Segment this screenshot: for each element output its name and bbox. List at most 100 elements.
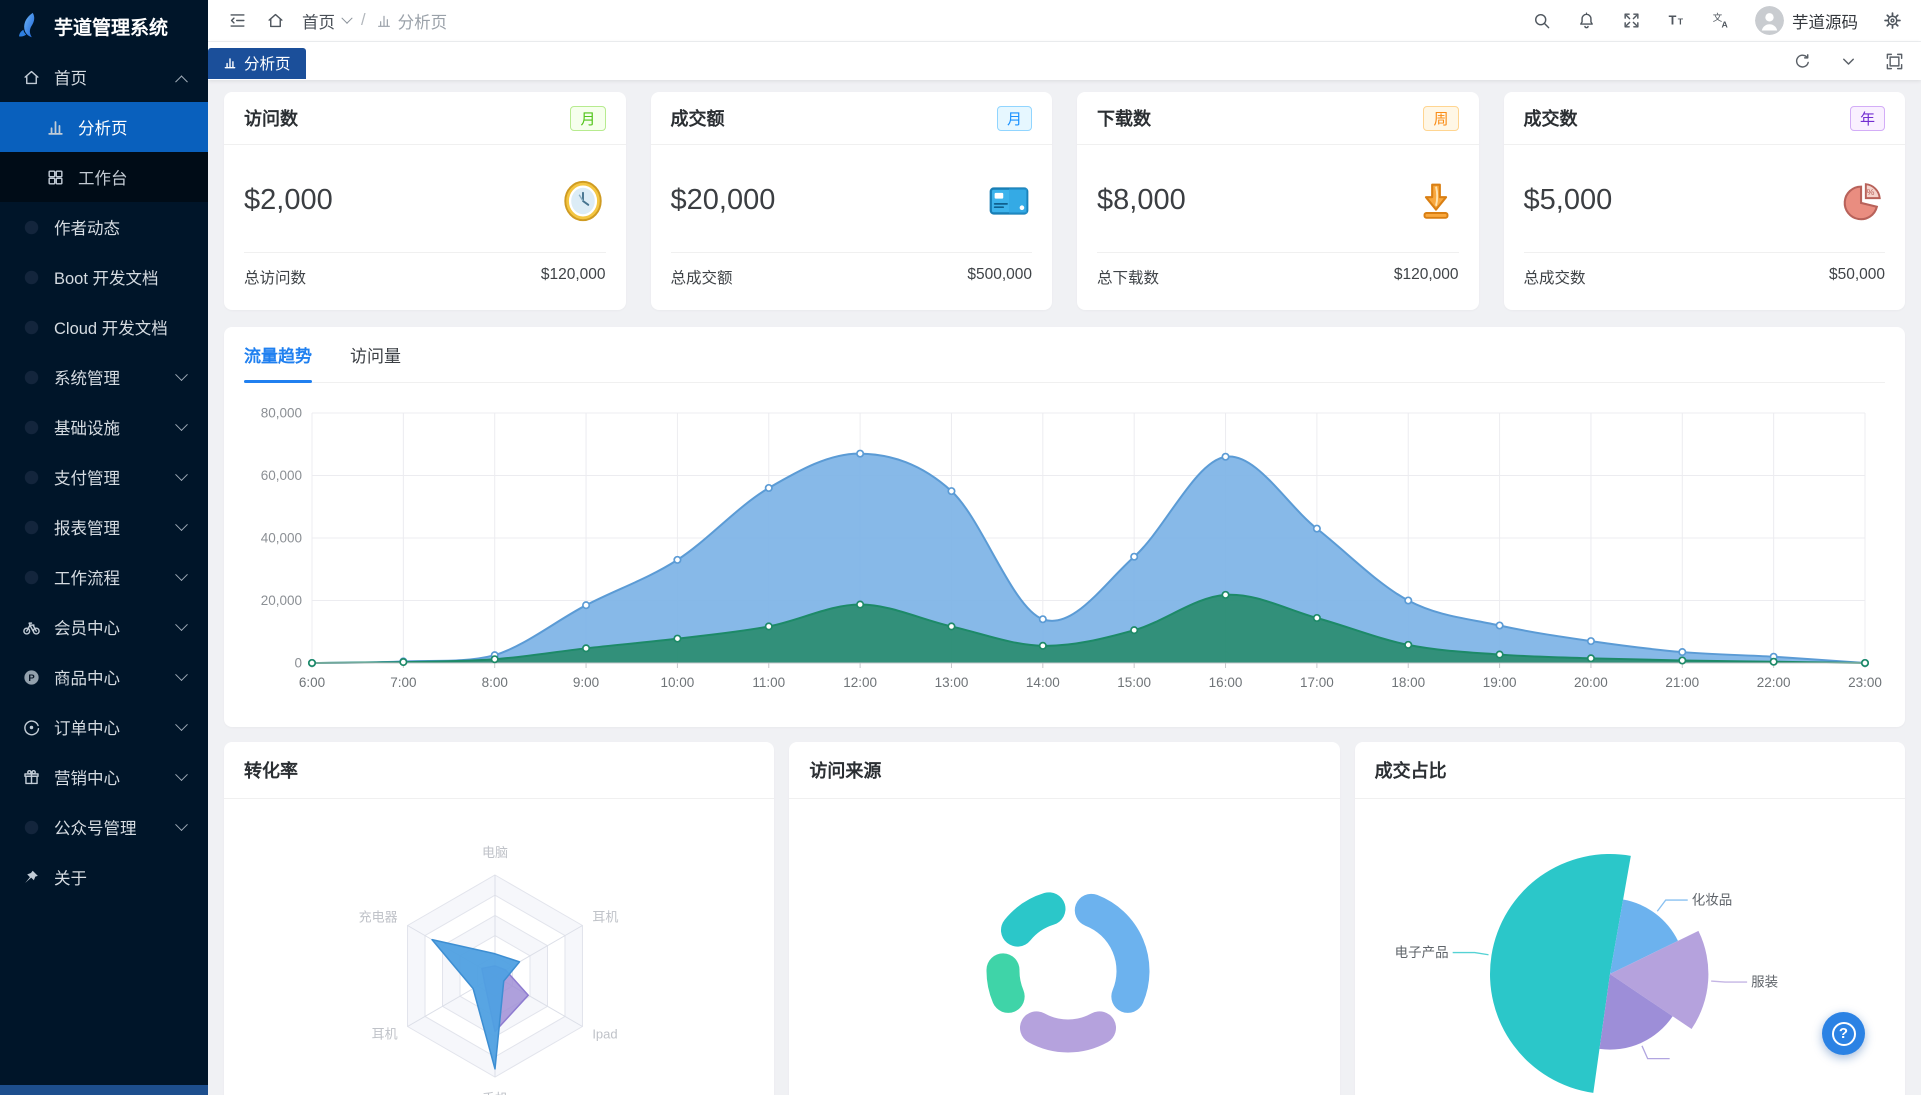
card-title: 转化率 bbox=[224, 742, 775, 799]
tabbar: 分析页 bbox=[208, 42, 1921, 80]
help-button[interactable]: ? bbox=[1822, 1012, 1865, 1055]
stat-title: 成交数 bbox=[1523, 109, 1578, 129]
svg-text:A: A bbox=[1721, 20, 1728, 30]
area-chart: 0 20,000 40,000 60,000 80,000 6:00 7:00 8:00 9:0… bbox=[261, 406, 1882, 691]
stat-card-downloads: 下载数 周 $8,000 总下载数 $120,000 bbox=[1077, 92, 1479, 310]
bar-chart-icon bbox=[44, 116, 66, 138]
user-menu[interactable]: 芋道源码 bbox=[1755, 6, 1858, 35]
svg-text:T: T bbox=[1668, 13, 1676, 27]
stat-title: 成交额 bbox=[670, 109, 725, 129]
sidebar-item-label: 营销中心 bbox=[54, 770, 120, 788]
sidebar-item-1[interactable]: 分析页 bbox=[0, 102, 208, 152]
sidebar-item-label: Boot 开发文档 bbox=[54, 270, 159, 288]
avatar bbox=[1755, 6, 1784, 35]
svg-text:电脑: 电脑 bbox=[482, 845, 508, 860]
deal-share-card: 成交占比 电子产品 化妆品 服装 bbox=[1354, 742, 1905, 1095]
sidebar-item-15[interactable]: 公众号管理 bbox=[0, 802, 208, 852]
svg-text:文: 文 bbox=[1712, 12, 1722, 24]
chevron-down-icon bbox=[175, 617, 188, 631]
svg-text:充电器: 充电器 bbox=[359, 910, 398, 925]
sidebar-item-label: 关于 bbox=[54, 870, 87, 888]
sidebar-item-0[interactable]: 首页 bbox=[0, 52, 208, 102]
stat-footer-label: 总访问数 bbox=[244, 270, 307, 287]
stat-title: 下载数 bbox=[1097, 109, 1151, 129]
chevron-down-icon bbox=[175, 467, 188, 481]
card-title: 访问来源 bbox=[789, 742, 1340, 799]
search-icon[interactable] bbox=[1530, 10, 1552, 32]
sidebar-item-label: 支付管理 bbox=[54, 470, 120, 488]
period-badge: 年 bbox=[1849, 105, 1885, 131]
period-badge: 月 bbox=[570, 105, 606, 131]
sidebar-item-8[interactable]: 支付管理 bbox=[0, 452, 208, 502]
dot-icon bbox=[20, 416, 42, 438]
breadcrumb: 首页 / 分析页 bbox=[302, 9, 447, 33]
chevron-down-icon bbox=[175, 517, 188, 531]
fullscreen-icon[interactable] bbox=[1620, 10, 1642, 32]
notification-bell-icon[interactable] bbox=[1575, 10, 1597, 32]
stat-card-visits: 访问数 月 $2,000 总访问数 $120,000 bbox=[224, 92, 626, 310]
stat-value: $8,000 bbox=[1097, 184, 1186, 216]
sidebar-item-16[interactable]: 关于 bbox=[0, 852, 208, 902]
settings-gear-icon[interactable] bbox=[1881, 10, 1903, 32]
logo[interactable]: 芋道管理系统 bbox=[0, 0, 208, 52]
chevron-down-icon[interactable] bbox=[1837, 50, 1859, 72]
sidebar-item-14[interactable]: 营销中心 bbox=[0, 752, 208, 802]
chevron-down-icon bbox=[175, 817, 188, 831]
sidebar-collapse-trigger[interactable] bbox=[0, 1085, 208, 1095]
menu-fold-icon[interactable] bbox=[226, 10, 248, 32]
home-icon[interactable] bbox=[264, 10, 286, 32]
tab-visit-volume[interactable]: 访问量 bbox=[350, 347, 401, 366]
sidebar-item-5[interactable]: Cloud 开发文档 bbox=[0, 302, 208, 352]
svg-text:耳机: 耳机 bbox=[592, 910, 618, 925]
visit-source-card: 访问来源 bbox=[789, 742, 1340, 1095]
chevron-down-icon bbox=[175, 567, 188, 581]
bar-chart-icon bbox=[223, 56, 237, 70]
sidebar-item-7[interactable]: 基础设施 bbox=[0, 402, 208, 452]
sidebar-item-10[interactable]: 工作流程 bbox=[0, 552, 208, 602]
svg-text:20:00: 20:00 bbox=[1574, 675, 1608, 690]
svg-text:化妆品: 化妆品 bbox=[1691, 893, 1732, 908]
breadcrumb-root[interactable]: 首页 bbox=[302, 13, 335, 32]
sidebar-item-2[interactable]: 工作台 bbox=[0, 152, 208, 202]
svg-text:21:00: 21:00 bbox=[1665, 675, 1699, 690]
dot-icon bbox=[20, 516, 42, 538]
refresh-icon[interactable] bbox=[1791, 50, 1813, 72]
svg-text:19:00: 19:00 bbox=[1483, 675, 1517, 690]
svg-text:7:00: 7:00 bbox=[390, 675, 416, 690]
sidebar-item-12[interactable]: P 商品中心 bbox=[0, 652, 208, 702]
sidebar-item-11[interactable]: 会员中心 bbox=[0, 602, 208, 652]
pin-icon bbox=[20, 866, 42, 888]
dot-icon bbox=[20, 816, 42, 838]
sidebar-item-label: Cloud 开发文档 bbox=[54, 320, 168, 338]
tab-traffic-trend[interactable]: 流量趋势 bbox=[244, 327, 312, 383]
svg-text:15:00: 15:00 bbox=[1117, 675, 1151, 690]
sidebar-item-4[interactable]: Boot 开发文档 bbox=[0, 252, 208, 302]
trend-card: 流量趋势 访问量 0 20,000 40,000 60,000 80,000 6:00 7:… bbox=[224, 327, 1905, 727]
sidebar-item-6[interactable]: 系统管理 bbox=[0, 352, 208, 402]
card-title: 成交占比 bbox=[1354, 742, 1905, 799]
tab-analysis[interactable]: 分析页 bbox=[208, 47, 306, 79]
username: 芋道源码 bbox=[1792, 13, 1858, 32]
dot-icon bbox=[20, 316, 42, 338]
sidebar-item-13[interactable]: 订单中心 bbox=[0, 702, 208, 752]
chevron-up-icon bbox=[175, 74, 188, 88]
sidebar-item-label: 分析页 bbox=[78, 120, 128, 138]
maximize-icon[interactable] bbox=[1883, 50, 1905, 72]
svg-text:8:00: 8:00 bbox=[482, 675, 508, 690]
sidebar-item-3[interactable]: 作者动态 bbox=[0, 202, 208, 252]
svg-text:13:00: 13:00 bbox=[935, 675, 969, 690]
stat-footer-value: $50,000 bbox=[1828, 266, 1885, 283]
gift-icon bbox=[20, 766, 42, 788]
sidebar-item-label: 工作流程 bbox=[54, 570, 120, 588]
bank-card-icon bbox=[986, 178, 1032, 224]
sidebar-item-label: 商品中心 bbox=[54, 670, 120, 688]
sidebar-item-9[interactable]: 报表管理 bbox=[0, 502, 208, 552]
svg-text:14:00: 14:00 bbox=[1026, 675, 1060, 690]
question-mark-icon: ? bbox=[1831, 1021, 1856, 1046]
